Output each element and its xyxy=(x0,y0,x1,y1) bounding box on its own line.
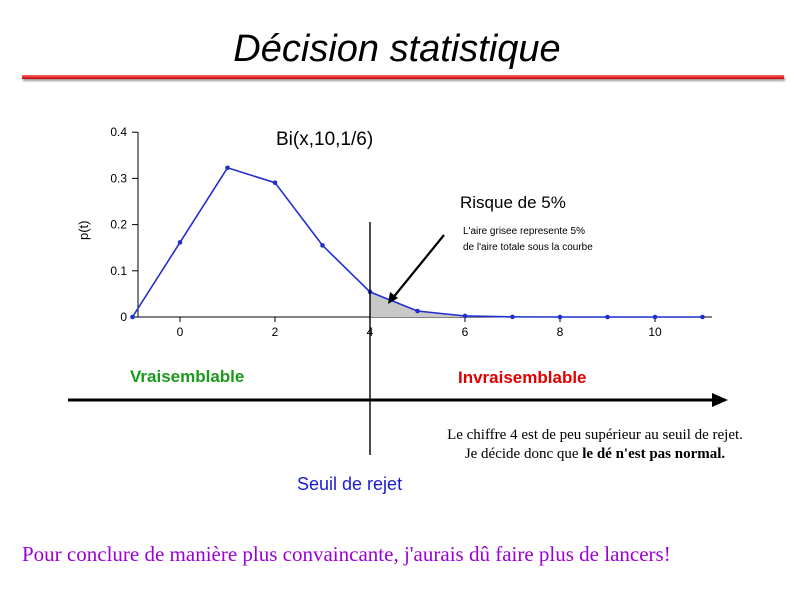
x-tick-label: 8 xyxy=(557,325,564,339)
risk-title: Risque de 5% xyxy=(460,193,566,212)
data-point xyxy=(557,314,563,320)
data-point xyxy=(130,314,135,320)
threshold-label: Seuil de rejet xyxy=(297,474,402,494)
risk-pointer-arrowhead xyxy=(388,292,398,304)
risk-note-line-1: L'aire grisee represente 5% xyxy=(463,226,585,237)
y-tick-label: 0.4 xyxy=(110,125,127,139)
note-line-2: Je décide donc que le dé n'est pas norma… xyxy=(395,445,794,464)
data-point xyxy=(510,314,515,320)
note-line-2-bold: le dé n'est pas normal. xyxy=(582,446,726,462)
decision-note: Le chiffre 4 est de peu supérieur au seu… xyxy=(395,426,794,464)
decision-axis-arrowhead xyxy=(712,393,728,407)
data-point xyxy=(320,243,325,248)
data-point xyxy=(225,165,230,171)
risk-note-line-2: de l'aire totale sous la courbe xyxy=(463,242,593,253)
data-point xyxy=(700,314,705,320)
data-point xyxy=(415,308,420,314)
chart-title: Bi(x,10,1/6) xyxy=(276,129,373,150)
title-underline xyxy=(22,75,784,79)
region-label-implausible: Invraisemblable xyxy=(458,368,587,387)
note-line-1: Le chiffre 4 est de peu supérieur au seu… xyxy=(447,427,743,443)
y-tick-label: 0.2 xyxy=(110,218,127,232)
x-tick-label: 0 xyxy=(177,325,184,339)
y-tick-label: 0 xyxy=(120,310,127,324)
data-point xyxy=(605,314,610,320)
conclusion-text: Pour conclure de manière plus convaincan… xyxy=(22,542,671,566)
x-tick-label: 6 xyxy=(462,325,469,339)
data-point xyxy=(652,314,658,320)
slide-title: Décision statistique xyxy=(233,28,561,70)
region-label-plausible: Vraisemblable xyxy=(130,367,244,386)
y-tick-label: 0.3 xyxy=(110,171,127,185)
series-line xyxy=(131,166,703,318)
note-line-2-prefix: Je décide donc que xyxy=(464,446,583,462)
shaded-risk-area xyxy=(370,291,703,317)
risk-pointer-arrow xyxy=(391,234,445,300)
x-tick-label: 10 xyxy=(648,325,662,339)
data-point xyxy=(462,313,468,319)
data-point xyxy=(272,180,278,185)
y-axis-label: p(t) xyxy=(76,221,91,241)
y-tick-label: 0.1 xyxy=(110,264,127,278)
data-point xyxy=(177,240,183,245)
x-tick-label: 2 xyxy=(272,325,279,339)
